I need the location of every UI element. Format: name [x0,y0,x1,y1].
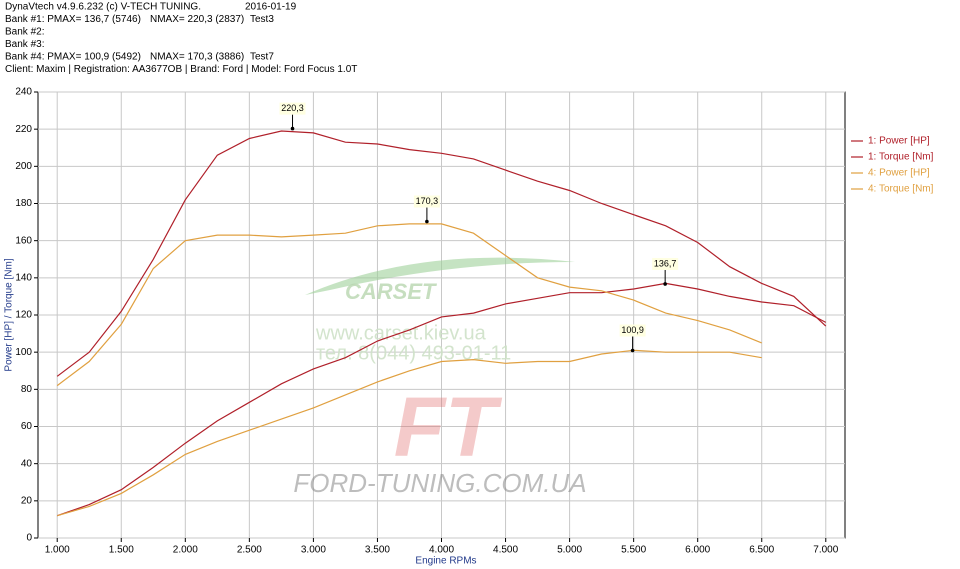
header-text: Bank #2: [5,27,44,38]
header-text: DynaVtech v4.9.6.232 (c) V-TECH TUNING. [5,2,201,13]
x-tick-label: 2.000 [173,545,198,556]
x-tick-label: 1.500 [109,545,134,556]
header-text: NMAX= 220,3 (2837) [150,14,244,25]
y-tick-label: 100 [15,347,32,358]
series-line [56,130,827,377]
x-axis-label: Engine RPMs [415,556,476,567]
x-tick-label: 3.000 [301,545,326,556]
header-text: Test7 [250,52,274,63]
y-tick-label: 200 [15,161,32,172]
y-tick-label: 40 [21,458,33,469]
x-tick-label: 3.500 [365,545,390,556]
x-tick-label: 2.500 [237,545,262,556]
x-tick-label: 5.500 [621,545,646,556]
annotation-point [630,348,635,353]
header-text: Client: Maxim | Registration: AA3677OB |… [5,64,357,75]
y-tick-label: 80 [21,384,33,395]
series-line [57,282,827,517]
series-line [56,223,762,387]
watermark: FORD-TUNING.COM.UA [293,468,586,498]
header-text: NMAX= 170,3 (3886) [150,52,244,63]
x-tick-label: 6.000 [685,545,710,556]
header-text: Bank #4: PMAX= 100,9 (5492) [5,52,141,63]
header-text: Test3 [250,14,274,25]
x-tick-label: 6.500 [749,545,774,556]
watermark: FT [394,380,503,474]
x-tick-label: 4.500 [493,545,518,556]
header-text: Bank #1: PMAX= 136,7 (5746) [5,14,141,25]
y-tick-label: 240 [15,87,32,98]
legend-label: 1: Torque [Nm] [868,152,934,163]
x-tick-label: 7.000 [813,545,838,556]
series-line [57,349,762,517]
x-tick-label: 4.000 [429,545,454,556]
y-tick-label: 220 [15,124,32,135]
annotation-label: 220,3 [281,103,304,113]
y-tick-label: 160 [15,235,32,246]
annotation-point [290,126,295,131]
watermark-swoosh [305,257,575,295]
y-axis-label: Power [HP] / Torque [Nm] [4,258,15,371]
y-tick-label: 60 [21,421,33,432]
annotation-box [652,257,679,270]
annotation-label: 100,9 [621,325,644,335]
y-tick-label: 140 [15,272,32,283]
legend-label: 4: Torque [Nm] [868,184,934,195]
legend-label: 1: Power [HP] [868,136,930,147]
header-text: 2016-01-19 [245,2,297,13]
annotation-box [413,195,440,208]
watermark: CARSET [345,279,437,304]
annotation-point [663,282,667,286]
annotation-label: 136,7 [654,258,677,268]
y-tick-label: 180 [15,198,32,209]
y-tick-label: 120 [15,310,32,321]
annotation-label: 170,3 [416,196,439,206]
annotation-box [279,102,306,115]
y-tick-label: 20 [21,495,33,506]
header-text: Bank #3: [5,39,44,50]
x-tick-label: 5.000 [557,545,582,556]
legend-label: 4: Power [HP] [868,168,930,179]
x-tick-label: 1.000 [45,545,70,556]
annotation-point [425,219,429,224]
annotation-box [619,324,646,337]
y-tick-label: 0 [26,533,32,544]
